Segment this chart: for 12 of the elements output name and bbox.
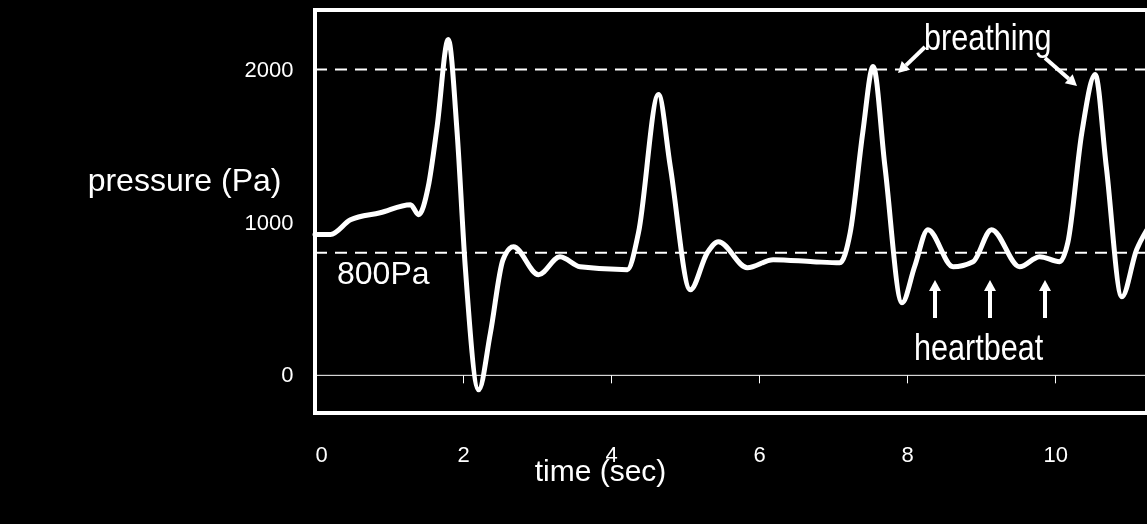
y-tick-label: 0 [281,362,294,388]
annotation: breathing [924,17,1052,58]
y-tick-label: 1000 [244,209,294,235]
x-tick-label: 8 [901,442,914,468]
x-tick-label: 10 [1043,442,1068,468]
x-tick-label: 6 [753,442,766,468]
x-tick-label: 0 [315,442,328,468]
y-tick-label: 2000 [244,57,294,83]
y-axis-title: pressure (Pa) [87,161,282,198]
x-tick-label: 2 [457,442,470,468]
ref-line-label: 800Pa [337,254,430,291]
annotation: heartbeat [914,327,1044,368]
